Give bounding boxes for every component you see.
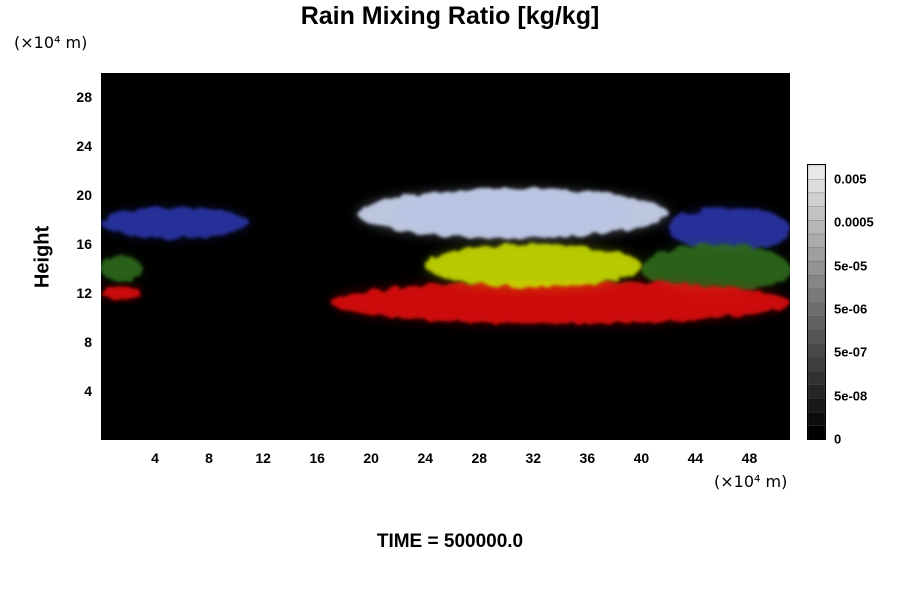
colorbar-band [808,342,825,358]
rain-field [101,189,790,324]
y-tick-label: 28 [76,89,92,106]
blue-rain-layer [101,207,250,239]
red-rain-layer [101,287,142,300]
y-axis-label: Height [31,225,54,289]
colorbar-tick-label: 5e-08 [834,388,868,404]
time-label: TIME = 500000.0 [376,531,524,552]
colorbar-band [808,165,825,180]
x-tick-label: 8 [205,450,213,466]
colorbar-band [808,274,825,289]
yellow-green-rain-layer [101,256,142,281]
yellow-rain-layer [425,244,642,288]
x-tick-label: 44 [687,450,704,466]
colorbar [807,164,826,440]
yellow-green-rain-layer [641,244,790,294]
colorbar-tick-label: 0 [834,431,842,447]
x-tick-label: 24 [417,450,434,466]
colorbar-band [808,411,825,426]
colorbar-band [808,178,825,194]
x-tick-label: 20 [363,450,379,466]
x-tick-label: 40 [633,450,650,466]
y-tick-label: 20 [76,187,92,204]
blue-rain-layer [668,207,790,251]
colorbar-band [808,233,825,248]
x-tick-label: 28 [471,450,488,466]
colorbar-tick-label: 5e-07 [834,344,868,360]
x-tick-label: 36 [579,450,596,466]
colorbar-band [808,288,825,303]
colorbar-tick-label: 5e-06 [834,301,868,317]
y-tick-label: 16 [76,236,92,253]
colorbar-band [808,397,825,413]
red-rain-layer [330,280,790,324]
colorbar-band [808,205,825,221]
chart-title: Rain Mixing Ratio [kg/kg] [300,2,600,30]
y-tick-label: 4 [84,383,92,400]
x-tick-label: 12 [255,450,271,466]
y-tick-label: 24 [76,138,92,155]
colorbar-band [808,260,825,276]
colorbar-band [808,329,825,344]
colorbar-band [808,356,825,372]
colorbar-tick-label: 0.005 [834,171,867,187]
x-axis-unit: (×10⁴ m) [714,472,788,491]
colorbar-band [808,192,825,207]
y-tick-label: 8 [84,334,92,351]
colorbar-band [808,370,825,385]
x-tick-label: 16 [309,450,325,466]
x-tick-label: 32 [525,450,542,466]
x-tick-label: 48 [741,450,758,466]
colorbar-band [808,315,825,331]
colorbar-band [808,219,825,235]
colorbar-tick-label: 0.0005 [834,214,874,230]
x-tick-label: 4 [151,450,159,466]
colorbar-band [808,247,825,262]
y-tick-label: 12 [76,285,92,302]
cloud-core-shading [393,191,633,236]
plot-area [101,73,790,440]
y-axis-unit: (×10⁴ m) [14,33,88,52]
colorbar-band [808,384,825,399]
colorbar-band [808,301,825,317]
colorbar-band [808,425,825,439]
colorbar-tick-label: 5e-05 [834,258,868,274]
